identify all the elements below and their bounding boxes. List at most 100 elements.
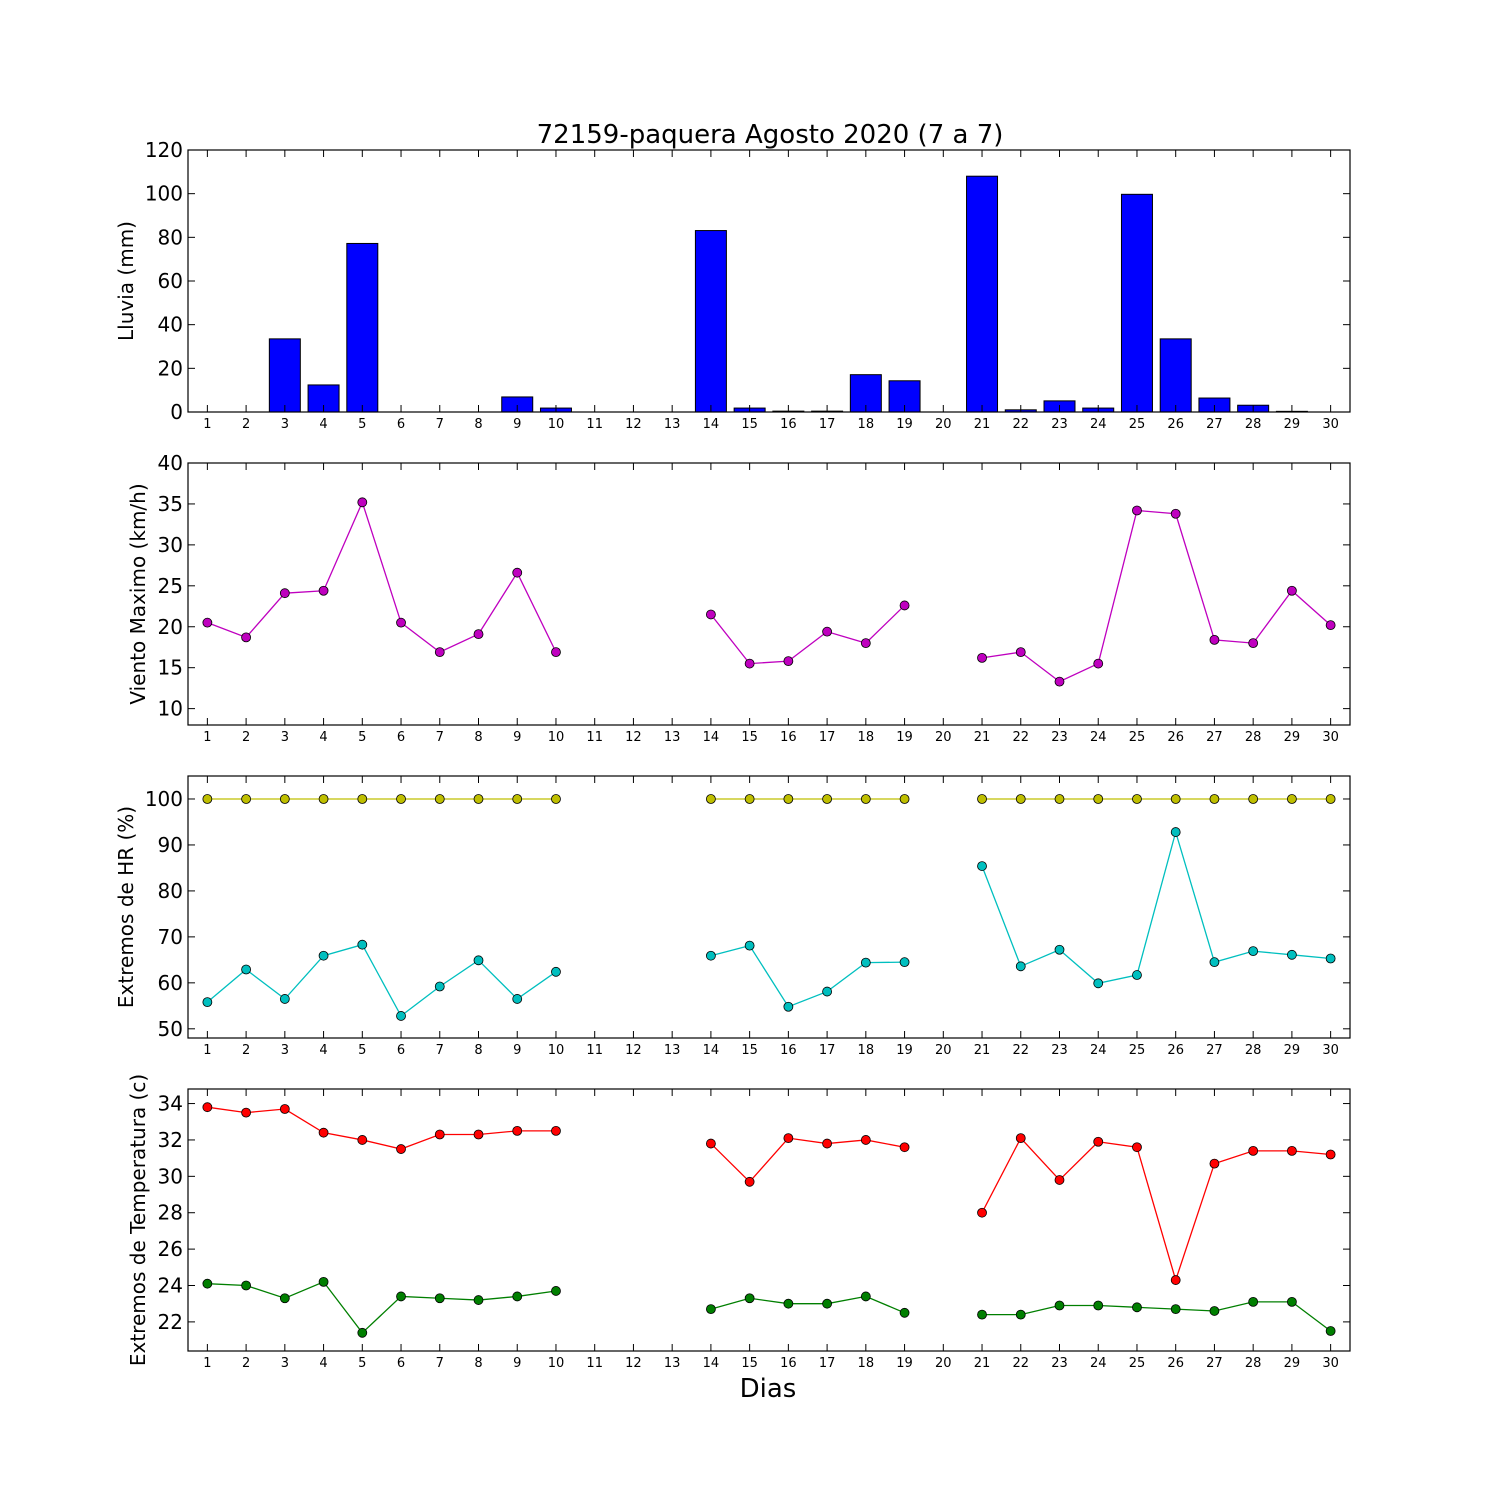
y-tick-label: 80	[158, 879, 183, 903]
x-tick-label: 14	[703, 417, 720, 432]
y-tick-label: 20	[158, 356, 183, 380]
temperature-series-1-point-day-1	[202, 1102, 213, 1113]
humidity-series-2-point-day-30	[1325, 953, 1336, 964]
y-tick-label: 0	[170, 400, 183, 424]
x-tick-label: 6	[397, 1356, 405, 1371]
x-tick-label: 18	[858, 730, 875, 745]
humidity-series-1-point-day-8	[473, 794, 484, 804]
y-tick-label: 26	[158, 1237, 183, 1261]
temperature-series-1-point-day-25	[1132, 1142, 1142, 1153]
x-tick-label: 23	[1051, 1356, 1068, 1371]
y-tick-label: 70	[158, 925, 183, 949]
temperature-series-2-point-day-25	[1132, 1302, 1142, 1313]
humidity-series-2-point-day-7	[434, 981, 445, 992]
wind-series-1-point-day-3	[279, 588, 290, 599]
temperature-series-2-point-day-6	[396, 1291, 406, 1302]
humidity-series-2-point-day-22	[1015, 961, 1026, 972]
x-tick-label: 9	[513, 1043, 521, 1058]
wind-series-1-point-day-27	[1209, 634, 1220, 645]
x-tick-label: 2	[242, 417, 250, 432]
temperature-series-1-point-day-22	[1015, 1133, 1026, 1144]
x-tick-label: 3	[281, 730, 289, 745]
y-tick-label: 120	[145, 138, 183, 162]
x-tick-label: 22	[1012, 417, 1029, 432]
y-tick-label: 30	[158, 1164, 183, 1188]
humidity-series-1-point-day-21	[977, 794, 987, 804]
wind-series-1-point-day-8	[473, 629, 484, 640]
x-tick-label: 27	[1206, 1356, 1223, 1371]
wind-series-1-point-day-10	[551, 647, 561, 658]
x-tick-label: 4	[319, 730, 327, 745]
x-tick-label: 8	[474, 1356, 482, 1371]
temperature-series-2-point-day-30	[1325, 1326, 1336, 1336]
x-tick-label: 24	[1090, 1043, 1107, 1058]
x-tick-label: 21	[974, 730, 991, 745]
wind-series-1-point-day-16	[783, 656, 794, 667]
temperature-series-1-line-3	[981, 1137, 1331, 1283]
humidity-series-2-line-3	[981, 829, 1331, 985]
x-tick-label: 12	[625, 1356, 642, 1371]
x-tick-label: 24	[1090, 417, 1107, 432]
temperature-series-1-point-day-8	[473, 1129, 484, 1140]
wind-series-1-point-day-7	[434, 647, 445, 658]
x-tick-label: 18	[858, 417, 875, 432]
x-tick-label: 7	[436, 1043, 444, 1058]
humidity-series-1-point-day-25	[1132, 794, 1142, 804]
humidity-series-1-point-day-14	[706, 794, 716, 804]
humidity-series-1-point-day-23	[1054, 794, 1065, 804]
x-tick-label: 9	[513, 417, 521, 432]
y-tick-label: 30	[158, 533, 183, 557]
humidity-series-2-point-day-18	[860, 957, 871, 968]
temperature-series-1-point-day-16	[783, 1133, 794, 1144]
wind-series-1-line-2	[710, 604, 906, 665]
x-tick-label: 30	[1322, 1356, 1339, 1371]
temperature-series-2-point-day-23	[1054, 1300, 1065, 1311]
x-tick-label: 11	[586, 1356, 603, 1371]
y-tick-label: 15	[158, 656, 183, 680]
x-tick-label: 21	[974, 1043, 991, 1058]
humidity-series-1-point-day-4	[318, 794, 329, 804]
humidity-series-2-point-day-8	[473, 955, 484, 966]
x-tick-label: 29	[1284, 417, 1301, 432]
wind-series-1-point-day-5	[357, 497, 368, 508]
humidity-series-2-point-day-24	[1093, 978, 1104, 989]
humidity-series-2-line-1	[206, 943, 557, 1017]
x-tick-label: 19	[896, 730, 913, 745]
x-tick-label: 11	[586, 1043, 603, 1058]
humidity-series-1-point-day-28	[1248, 794, 1259, 804]
y-tick-label: 100	[145, 787, 183, 811]
x-tick-label: 23	[1051, 1043, 1068, 1058]
temperature-series-1-point-day-26	[1170, 1275, 1181, 1285]
temperature-series-2-line-3	[982, 1301, 1332, 1332]
x-tick-label: 12	[625, 1043, 642, 1058]
x-tick-label: 2	[242, 730, 250, 745]
bar-day-21	[966, 175, 999, 413]
wind-series-1-point-day-18	[860, 638, 871, 649]
temperature-series-2-point-day-5	[357, 1327, 368, 1338]
temperature-plot-frame	[187, 1088, 1351, 1352]
x-tick-label: 25	[1129, 730, 1146, 745]
temperature-series-1-point-day-23	[1054, 1175, 1065, 1185]
humidity-series-2-point-day-10	[551, 966, 561, 977]
x-tick-label: 13	[664, 417, 681, 432]
temperature-series-2-point-day-21	[977, 1309, 987, 1320]
bar-day-5	[346, 242, 379, 413]
y-tick-label: 40	[158, 451, 183, 475]
humidity-series-2-point-day-3	[279, 994, 290, 1004]
x-tick-label: 22	[1012, 1043, 1029, 1058]
humidity-series-2-point-day-9	[512, 994, 523, 1004]
x-tick-label: 2	[242, 1356, 250, 1371]
temperature-series-1-point-day-29	[1287, 1145, 1297, 1156]
humidity-series-1-point-day-9	[512, 794, 523, 804]
temperature-series-1-point-day-9	[512, 1125, 523, 1136]
x-tick-label: 3	[281, 1356, 289, 1371]
x-tick-label: 29	[1284, 1043, 1301, 1058]
x-tick-label: 6	[397, 730, 405, 745]
x-tick-label: 27	[1206, 730, 1223, 745]
humidity-series-2-point-day-16	[783, 1001, 794, 1012]
temperature-series-1-point-day-14	[706, 1138, 716, 1149]
humidity-series-2-point-day-15	[744, 940, 755, 951]
